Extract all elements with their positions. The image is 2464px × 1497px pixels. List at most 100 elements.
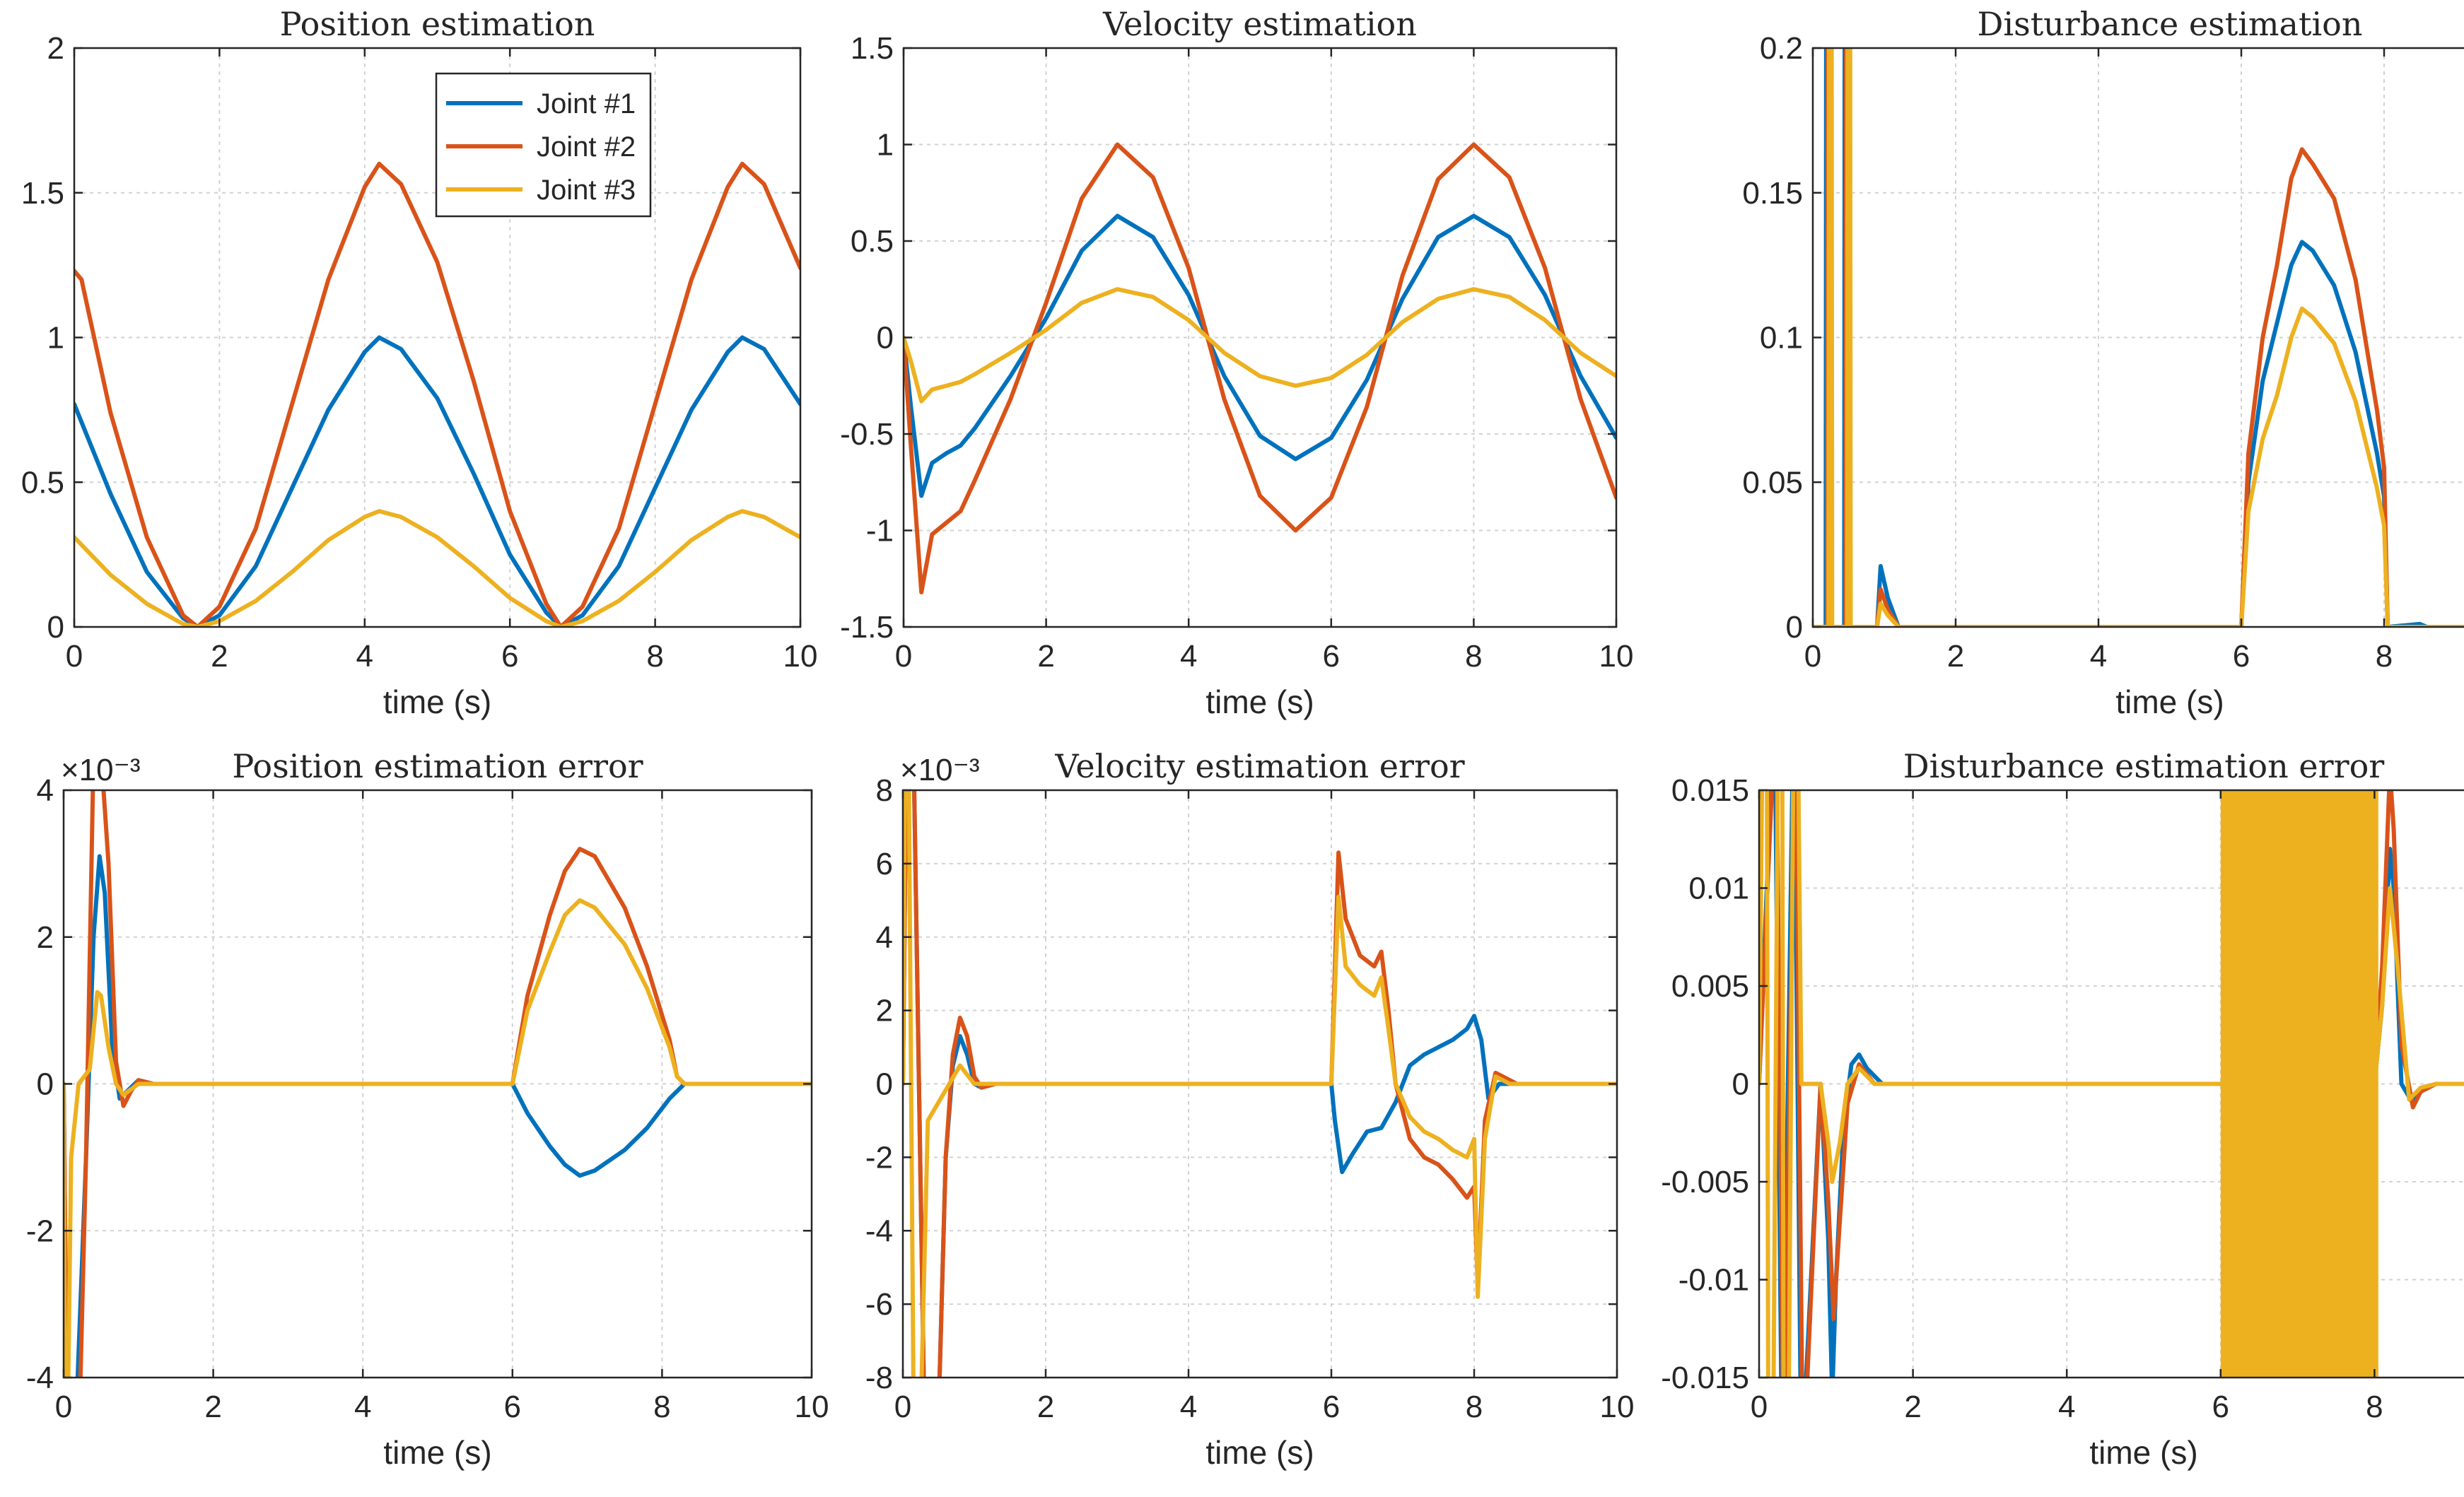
- chart-2-ytick-label-0: 0: [1786, 610, 1803, 645]
- chart-0-line-joint-3: [74, 509, 800, 627]
- chart-3-series-group: [64, 790, 812, 1378]
- chart-3-xtick-label-2: 4: [354, 1390, 371, 1424]
- chart-0-xtick-label-0: 0: [66, 639, 83, 674]
- chart-4-ytick-label-3: -2: [865, 1140, 893, 1175]
- chart-0-title: Position estimation: [280, 5, 595, 43]
- chart-0-xtick-label-3: 6: [501, 639, 518, 674]
- chart-1-line-joint-2: [904, 142, 1616, 594]
- chart-3-xtick-label-1: 2: [204, 1390, 221, 1424]
- chart-1-plot-area: [904, 48, 1616, 627]
- chart-3-xtick-label-4: 8: [653, 1390, 670, 1424]
- chart-0-xtick-label-1: 2: [211, 639, 228, 674]
- chart-3-ytick-label-0: -4: [26, 1361, 54, 1395]
- chart-1-xtick-label-1: 2: [1037, 639, 1054, 674]
- chart-2-title: Disturbance estimation: [1978, 5, 2363, 43]
- chart-2-ytick-label-3: 0.15: [1742, 176, 1803, 211]
- chart-5-xlabel: time (s): [2089, 1434, 2197, 1471]
- chart-3-xtick-label-3: 6: [504, 1390, 521, 1424]
- chart-3-exponent-label: ×10⁻³: [61, 753, 141, 787]
- chart-0-legend: Joint #1 Joint #2 Joint #3: [435, 72, 652, 218]
- chart-5-xtick-label-1: 2: [1904, 1390, 1921, 1424]
- chart-3-xtick-label-0: 0: [55, 1390, 72, 1424]
- chart-4-ytick-label-2: -4: [865, 1214, 893, 1248]
- chart-3-ytick-label-4: 4: [37, 773, 54, 808]
- chart-1-ytick-label-6: 1.5: [851, 31, 894, 66]
- chart-2-xtick-label-3: 6: [2233, 639, 2250, 674]
- subplot-disturbance-estimation-error: 0246810-0.015-0.01-0.00500.0050.010.015D…: [1661, 747, 2464, 1471]
- chart-5-title: Disturbance estimation error: [1903, 747, 2385, 785]
- chart-0-series-group: [74, 161, 800, 627]
- chart-1-series-group: [904, 142, 1616, 594]
- chart-3-line-joint-3: [64, 898, 812, 1378]
- chart-4-ytick-label-8: 8: [876, 773, 893, 808]
- chart-4-title: Velocity estimation error: [1054, 747, 1464, 785]
- chart-1-xtick-label-0: 0: [895, 639, 912, 674]
- chart-4-xtick-label-3: 6: [1323, 1390, 1340, 1424]
- chart-4-xlabel: time (s): [1205, 1434, 1314, 1471]
- chart-1-ytick-label-3: 0: [877, 321, 894, 356]
- chart-2-line-joint-2: [1813, 48, 2464, 627]
- subplot-position-estimation-error: 0 2 4 6 8 10 -4 -2 0 2 4 Position estimation error t…: [26, 747, 829, 1471]
- chart-4-line-joint-3: [903, 790, 1617, 1378]
- chart-3-ytick-label-3: 2: [37, 920, 54, 955]
- chart-0-line-joint-2: [74, 161, 800, 627]
- chart-0-xtick-label-2: 4: [356, 639, 373, 674]
- chart-2-ytick-label-1: 0.05: [1742, 465, 1803, 500]
- chart-4-ytick-label-7: 6: [876, 847, 893, 881]
- chart-3-ytick-label-2: 0: [37, 1067, 54, 1102]
- subplot-velocity-estimation: 0 2 4 6 8 10 -1.5 -1 -0.5 0 0.5 1 1.5 Velocity estima…: [840, 5, 1633, 720]
- chart-5-ytick-label-4: 0.005: [1671, 969, 1749, 1004]
- chart-1-ytick-label-2: -0.5: [840, 417, 894, 452]
- chart-4-ytick-label-5: 2: [876, 994, 893, 1028]
- chart-2-xtick-label-4: 8: [2376, 639, 2393, 674]
- chart-5-series-group: [1759, 790, 2464, 1378]
- chart-1-xtick-label-4: 8: [1465, 639, 1482, 674]
- chart-2-xtick-label-2: 4: [2090, 639, 2107, 674]
- chart-1-xtick-label-3: 6: [1323, 639, 1340, 674]
- chart-4-ytick-label-0: -8: [865, 1361, 893, 1395]
- chart-2-ytick-label-4: 0.2: [1760, 31, 1803, 66]
- chart-5-ytick-label-0: -0.015: [1661, 1361, 1749, 1395]
- chart-4-xtick-label-2: 4: [1180, 1390, 1197, 1424]
- chart-0-xtick-label-5: 10: [783, 639, 818, 674]
- chart-1-ytick-label-1: -1: [866, 514, 894, 548]
- chart-4-ytick-label-4: 0: [876, 1067, 893, 1102]
- chart-3-xlabel: time (s): [383, 1434, 491, 1471]
- chart-4-series-group: [903, 790, 1617, 1378]
- chart-0-line-joint-1: [74, 335, 800, 627]
- chart-1-line-joint-3: [904, 287, 1616, 404]
- chart-0-xtick-label-4: 8: [646, 639, 663, 674]
- chart-4-exponent-label: ×10⁻³: [900, 753, 980, 787]
- chart-1-ytick-label-0: -1.5: [840, 610, 894, 645]
- chart-4-ytick-label-6: 4: [876, 920, 893, 955]
- chart-1-xtick-label-2: 4: [1180, 639, 1197, 674]
- chart-4-xtick-label-1: 2: [1037, 1390, 1054, 1424]
- chart-4-ytick-label-1: -6: [865, 1287, 893, 1322]
- subplot-position-estimation: 0 2 4 6 8 10 0 0.5 1 1.5 2 Position estimation time …: [21, 5, 818, 720]
- chart-4-xtick-label-0: 0: [894, 1390, 911, 1424]
- chart-2-plot-area: [1813, 48, 2464, 627]
- chart-3-xtick-label-5: 10: [795, 1390, 829, 1424]
- chart-1-xtick-label-5: 10: [1599, 639, 1634, 674]
- chart-0-ytick-label-4: 2: [47, 31, 64, 66]
- chart-3-title: Position estimation error: [232, 747, 643, 785]
- chart-1-line-joint-1: [904, 213, 1616, 498]
- chart-0-ytick-label-2: 1: [47, 321, 64, 356]
- chart-1-xlabel: time (s): [1205, 683, 1314, 720]
- chart-5-xtick-label-2: 4: [2058, 1390, 2075, 1424]
- chart-2-xlabel: time (s): [2115, 683, 2224, 720]
- chart-5-xtick-label-3: 6: [2212, 1390, 2229, 1424]
- chart-3-ytick-label-1: -2: [26, 1214, 54, 1248]
- subplot-velocity-estimation-error: 0 2 4 6 8 10 -8 -6 -4 -2 0 2 4 6 8 Velocity estimation …: [865, 747, 1635, 1471]
- chart-1-title: Velocity estimation: [1102, 5, 1417, 43]
- chart-0-ytick-label-0: 0: [47, 610, 64, 645]
- chart-2-series-group: [1813, 48, 2464, 627]
- chart-5-oscillation-band-joint-3: [2220, 790, 2378, 1378]
- chart-4-xtick-label-5: 10: [1600, 1390, 1635, 1424]
- chart-0-xlabel: time (s): [383, 683, 491, 720]
- chart-5-xtick-label-4: 8: [2366, 1390, 2383, 1424]
- chart-5-ytick-label-1: -0.01: [1678, 1263, 1749, 1298]
- chart-0-ytick-label-1: 0.5: [21, 465, 64, 500]
